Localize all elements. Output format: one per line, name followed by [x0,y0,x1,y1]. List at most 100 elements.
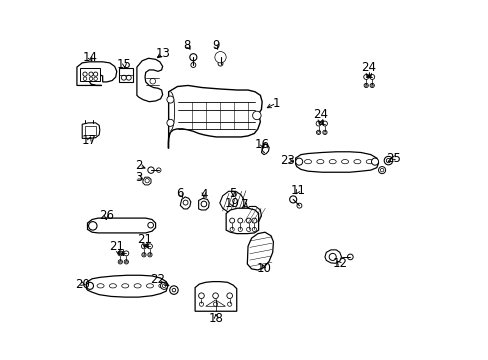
Circle shape [199,302,203,306]
Ellipse shape [109,284,116,288]
Polygon shape [295,152,378,172]
Circle shape [328,253,336,260]
Circle shape [347,254,352,260]
Circle shape [251,218,256,223]
Circle shape [315,121,321,126]
Circle shape [89,72,93,76]
Circle shape [322,130,326,135]
Circle shape [147,244,152,249]
Text: 5: 5 [229,187,236,200]
Circle shape [229,227,234,231]
Ellipse shape [353,159,360,164]
Text: 16: 16 [254,138,269,150]
Ellipse shape [159,284,165,288]
Circle shape [119,261,121,263]
Circle shape [88,222,97,230]
Polygon shape [241,207,261,224]
Text: 6: 6 [176,187,183,200]
Text: 1: 1 [272,96,280,109]
Text: 25: 25 [385,152,400,165]
Circle shape [83,72,87,76]
Ellipse shape [146,284,153,288]
Ellipse shape [366,159,372,164]
Circle shape [289,196,296,203]
Circle shape [237,218,242,223]
Polygon shape [195,282,236,311]
Circle shape [246,227,250,231]
Text: 14: 14 [82,51,97,64]
Text: 4: 4 [200,188,207,201]
Circle shape [317,131,319,134]
Circle shape [364,83,367,87]
Text: 22: 22 [150,273,165,286]
Ellipse shape [97,284,104,288]
Circle shape [384,156,392,165]
Circle shape [296,203,301,208]
Circle shape [322,121,327,126]
Bar [81,68,100,81]
Bar [119,68,133,82]
Circle shape [89,77,93,81]
Circle shape [369,83,374,87]
Circle shape [162,284,165,288]
Text: 21: 21 [137,233,152,246]
Circle shape [229,218,234,223]
Text: 19: 19 [224,198,239,211]
Circle shape [147,167,154,173]
Polygon shape [324,250,341,263]
Ellipse shape [304,159,311,164]
Circle shape [365,84,366,86]
Circle shape [172,288,175,292]
Circle shape [246,218,251,223]
Circle shape [93,72,98,76]
Polygon shape [168,85,262,148]
Circle shape [118,251,122,256]
Circle shape [363,75,368,80]
Circle shape [295,158,302,165]
Circle shape [316,130,320,135]
Circle shape [378,167,385,174]
Text: 3: 3 [135,171,142,184]
Polygon shape [142,177,151,185]
Polygon shape [219,191,244,212]
Text: 7: 7 [241,198,248,211]
Circle shape [190,63,195,67]
Circle shape [214,51,225,63]
Ellipse shape [316,159,323,164]
Text: 24: 24 [361,60,375,73]
Text: 2: 2 [135,159,143,172]
Polygon shape [180,197,190,209]
Circle shape [380,168,383,172]
Text: 18: 18 [208,312,223,325]
Circle shape [189,54,197,61]
Circle shape [226,293,232,298]
Circle shape [238,227,242,231]
Ellipse shape [122,284,128,288]
Circle shape [147,253,152,257]
Circle shape [212,293,218,298]
Text: 17: 17 [81,134,97,147]
Text: 15: 15 [117,58,132,71]
Polygon shape [247,232,273,270]
Circle shape [123,251,128,256]
Circle shape [142,254,145,256]
Text: 24: 24 [312,108,327,121]
Text: 26: 26 [99,210,114,222]
Text: 11: 11 [290,184,305,197]
Text: 10: 10 [256,262,271,275]
Circle shape [386,158,390,163]
Circle shape [118,260,122,264]
Circle shape [370,84,372,86]
Circle shape [218,61,223,66]
Circle shape [323,131,325,134]
Circle shape [142,253,146,257]
Circle shape [147,222,153,228]
Circle shape [252,227,256,231]
Bar [85,126,96,135]
Circle shape [166,96,174,103]
Circle shape [150,78,155,84]
Ellipse shape [328,159,336,164]
Circle shape [371,158,378,165]
Ellipse shape [341,159,348,164]
Circle shape [198,293,204,298]
